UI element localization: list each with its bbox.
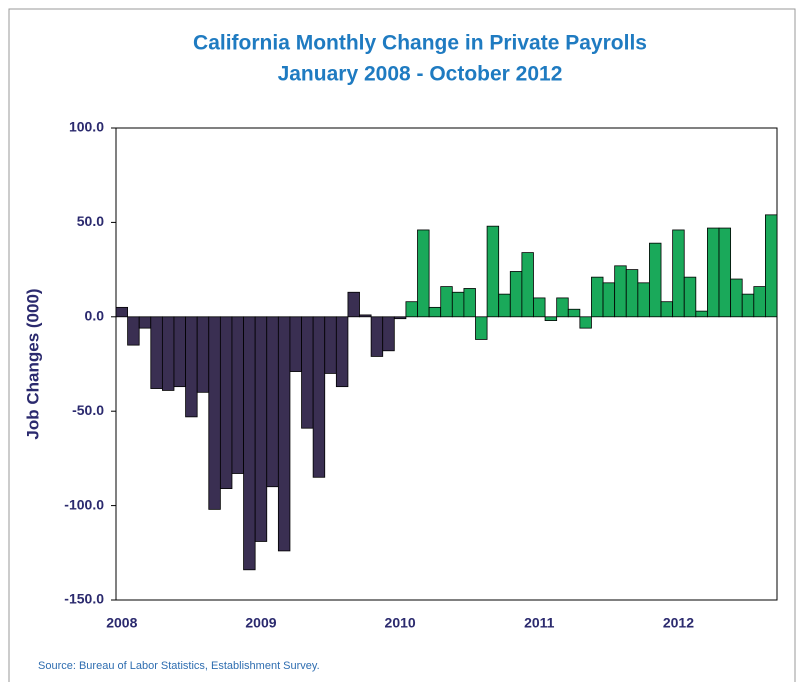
y-tick-label: -50.0 xyxy=(72,402,104,418)
bar xyxy=(718,227,732,318)
bar xyxy=(683,276,697,318)
plot-area xyxy=(115,127,778,601)
bar xyxy=(185,316,198,418)
bar xyxy=(382,316,395,352)
bar xyxy=(277,316,291,552)
source-note: Source: Bureau of Labor Statistics, Esta… xyxy=(38,660,320,672)
chart-subtitle: January 2008 - October 2012 xyxy=(278,63,563,86)
bar xyxy=(347,291,360,318)
bar xyxy=(289,316,302,372)
bar xyxy=(544,316,558,321)
y-axis-title: Job Changes (000) xyxy=(23,288,42,439)
bar xyxy=(312,316,326,478)
bar xyxy=(324,316,337,374)
y-tick-label: -100.0 xyxy=(64,496,104,512)
bar xyxy=(266,316,279,488)
bar xyxy=(741,293,755,318)
x-tick-label: 2008 xyxy=(106,615,137,631)
x-tick-label: 2010 xyxy=(385,615,416,631)
bar xyxy=(127,316,140,346)
bar xyxy=(602,282,616,318)
bar xyxy=(150,316,163,389)
bar xyxy=(660,301,674,318)
bar xyxy=(614,265,627,318)
bar xyxy=(591,276,604,318)
bar xyxy=(219,316,233,490)
bar xyxy=(730,278,743,318)
bar xyxy=(579,316,592,329)
bar xyxy=(161,316,175,391)
y-tick-label: -150.0 xyxy=(64,591,104,607)
bar xyxy=(463,288,476,318)
bar xyxy=(405,301,418,318)
bar xyxy=(417,229,430,318)
bar xyxy=(243,316,256,571)
bar xyxy=(196,316,210,393)
chart-title: California Monthly Change in Private Pay… xyxy=(193,32,647,55)
bar xyxy=(173,316,186,388)
bar xyxy=(625,269,639,318)
bar xyxy=(208,316,221,510)
bar xyxy=(672,229,685,318)
y-tick-label: 100.0 xyxy=(69,119,104,135)
bar xyxy=(556,297,569,318)
bar xyxy=(115,306,128,318)
bar xyxy=(335,316,349,388)
y-tick-label: 0.0 xyxy=(85,308,105,324)
bar xyxy=(567,308,581,318)
bar xyxy=(440,286,453,318)
y-tick-label: 50.0 xyxy=(77,213,104,229)
x-tick-label: 2012 xyxy=(663,615,694,631)
bar xyxy=(138,316,152,329)
bar xyxy=(649,242,662,318)
frame xyxy=(8,8,796,682)
bar xyxy=(301,316,314,429)
bar xyxy=(370,316,384,357)
bar xyxy=(753,286,766,318)
bar xyxy=(231,316,244,474)
bar xyxy=(451,291,465,318)
bar xyxy=(509,271,523,318)
bar xyxy=(428,306,442,318)
bar xyxy=(486,225,500,318)
bar xyxy=(707,227,720,318)
bar xyxy=(254,316,268,542)
bar xyxy=(475,316,488,340)
bar xyxy=(359,314,372,318)
bar xyxy=(498,293,511,318)
bar xyxy=(521,252,534,318)
bar xyxy=(637,282,650,318)
x-tick-label: 2011 xyxy=(524,615,555,631)
bar xyxy=(533,297,546,318)
bar xyxy=(765,214,778,318)
bar xyxy=(393,316,407,320)
bar xyxy=(695,310,708,318)
x-tick-label: 2009 xyxy=(245,615,276,631)
